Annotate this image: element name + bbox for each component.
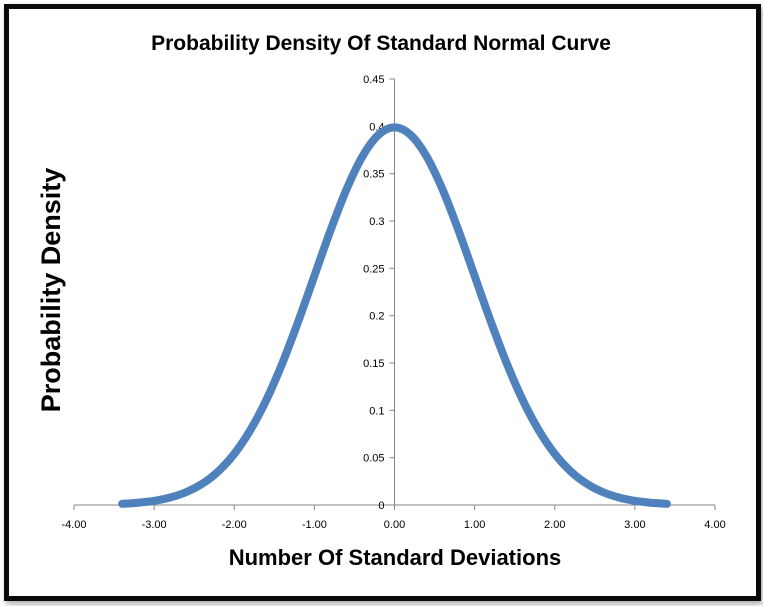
x-tick-label: -3.00: [142, 519, 167, 531]
x-tick-label: 3.00: [624, 519, 645, 531]
x-tick-label: 2.00: [544, 519, 565, 531]
x-tick-label: 1.00: [464, 519, 485, 531]
x-tick-label: -2.00: [222, 519, 247, 531]
tick-labels: -4.00 -3.00 -2.00 -1.00 0.00 1.00 2.00 3.00 4.00…: [61, 74, 725, 531]
y-tick-label: 0.45: [363, 74, 384, 86]
y-tick-label: 0.1: [369, 405, 384, 417]
y-tick-label: 0: [378, 500, 384, 512]
axes: [73, 78, 716, 510]
plot-area: [118, 123, 671, 508]
y-axis-label: Probability Density: [36, 168, 66, 413]
y-tick-label: 0.2: [369, 311, 384, 323]
normal-curve-line: [118, 123, 671, 508]
y-tick-label: 0.15: [363, 358, 384, 370]
x-tick-label: 4.00: [704, 519, 725, 531]
x-tick-label: 0.00: [384, 519, 405, 531]
chart-title: Probability Density Of Standard Normal C…: [151, 32, 611, 55]
x-tick-label: -4.00: [61, 519, 86, 531]
x-axis-label: Number Of Standard Deviations: [229, 545, 562, 570]
y-tick-label: 0.25: [363, 263, 384, 275]
x-tick-label: -1.00: [302, 519, 327, 531]
y-tick-label: 0.3: [369, 216, 384, 228]
y-tick-label: 0.05: [363, 453, 384, 465]
y-tick-label: 0.35: [363, 169, 384, 181]
